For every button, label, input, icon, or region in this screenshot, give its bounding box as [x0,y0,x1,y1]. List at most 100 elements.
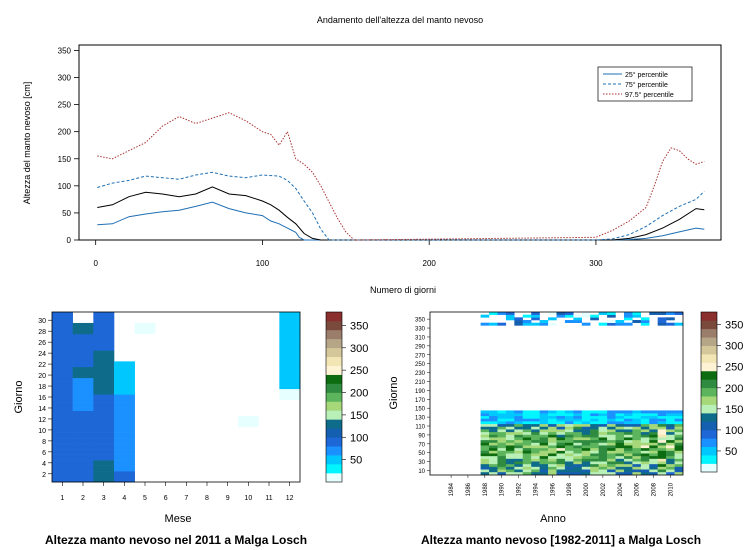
heat-cell [657,466,667,470]
heat-cell [674,418,684,422]
heat-cell [72,355,94,362]
heat-cell [531,429,540,433]
heat-cell [581,434,591,438]
heat-cell [564,450,574,454]
br-y-tick-label: 50 [418,451,425,457]
bottom-right-frame [429,311,684,476]
top-y-tick-label: 100 [58,182,72,191]
heat-cell [548,431,557,435]
heat-cell [615,445,625,449]
heat-cell [548,439,557,443]
heat-cell [598,437,608,441]
heat-cell [548,471,557,475]
heat-cell [674,415,684,419]
br-x-tick-label: 1984 [449,482,455,496]
heat-cell [590,466,599,470]
heat-cell [598,439,608,443]
heat-cell [480,445,490,449]
heat-cell [72,460,94,466]
heat-cell [590,453,599,457]
heat-cell [657,429,667,433]
heat-cell [531,413,540,417]
heat-cell [52,454,73,461]
heat-cell [666,413,675,417]
heat-cell [114,416,135,422]
heat-cell [134,328,156,334]
heat-cell [556,461,566,465]
heat-cell [522,426,532,430]
bl-y-tick-label: 20 [38,373,46,380]
heat-cell [505,434,515,438]
heat-cell [573,445,582,449]
heat-cell [505,410,515,414]
bl-y-tick-label: 8 [42,439,46,446]
heat-cell [632,466,642,470]
heat-cell [674,421,684,425]
heat-cell [666,423,675,427]
heat-cell [590,413,599,417]
heat-cell [615,320,625,323]
heat-cell [573,471,582,475]
heat-cell [573,463,582,467]
heat-cell [666,421,675,425]
heat-cell [615,426,625,430]
heat-cell [505,447,515,451]
heat-cell [674,410,684,414]
heat-cell [539,429,549,433]
heat-cell [640,410,650,414]
heat-cell [556,312,566,315]
heat-cell [114,421,135,428]
heat-cell [114,465,135,472]
heat-cell [623,439,633,443]
heat-cell [539,455,549,459]
heat-cell [548,463,557,467]
br-colorbar-swatch [701,320,717,330]
heat-cell [52,399,73,406]
heat-cell [489,322,498,326]
heat-cell [598,431,608,435]
heat-cell [640,442,650,446]
heat-cell [607,421,616,425]
heat-cell [522,445,532,449]
heat-cell [497,458,507,462]
heat-cell [666,450,675,454]
heat-cell [564,410,574,414]
heat-cell [640,439,650,443]
heat-cell [514,450,523,454]
heat-cell [72,449,94,455]
heat-cell [649,463,658,467]
bl-x-tick-label: 12 [286,495,294,502]
heat-cell [505,439,515,443]
heat-cell [615,439,625,443]
br-colorbar-swatch [701,463,717,473]
heat-cell [564,439,574,443]
heat-cell [657,450,667,454]
heat-cell [623,431,633,435]
heat-cell [531,471,540,475]
heat-cell [615,455,625,459]
heat-cell [505,466,515,470]
br-colorbar-swatch [701,438,717,448]
bl-colorbar-swatch [326,419,342,429]
heat-cell [632,415,642,419]
heat-cell [556,455,566,459]
heat-cell [539,322,549,326]
heat-cell [657,312,667,315]
br-x-tick-label: 1992 [517,482,523,496]
heat-cell [480,458,490,462]
br-colorbar-swatch [701,404,717,414]
heat-cell [657,455,667,459]
series-line-1 [97,186,705,241]
heat-cell [52,361,73,368]
heat-cell [489,431,498,435]
heat-cell [539,431,549,435]
heat-cell [674,434,684,438]
br-colorbar-swatch [701,421,717,431]
heat-cell [615,410,625,414]
heat-cell [72,361,94,368]
heat-cell [564,418,574,422]
heat-cell [581,469,591,473]
heat-cell [514,317,523,321]
bl-colorbar-swatch [326,320,342,331]
heat-cell [556,442,566,446]
